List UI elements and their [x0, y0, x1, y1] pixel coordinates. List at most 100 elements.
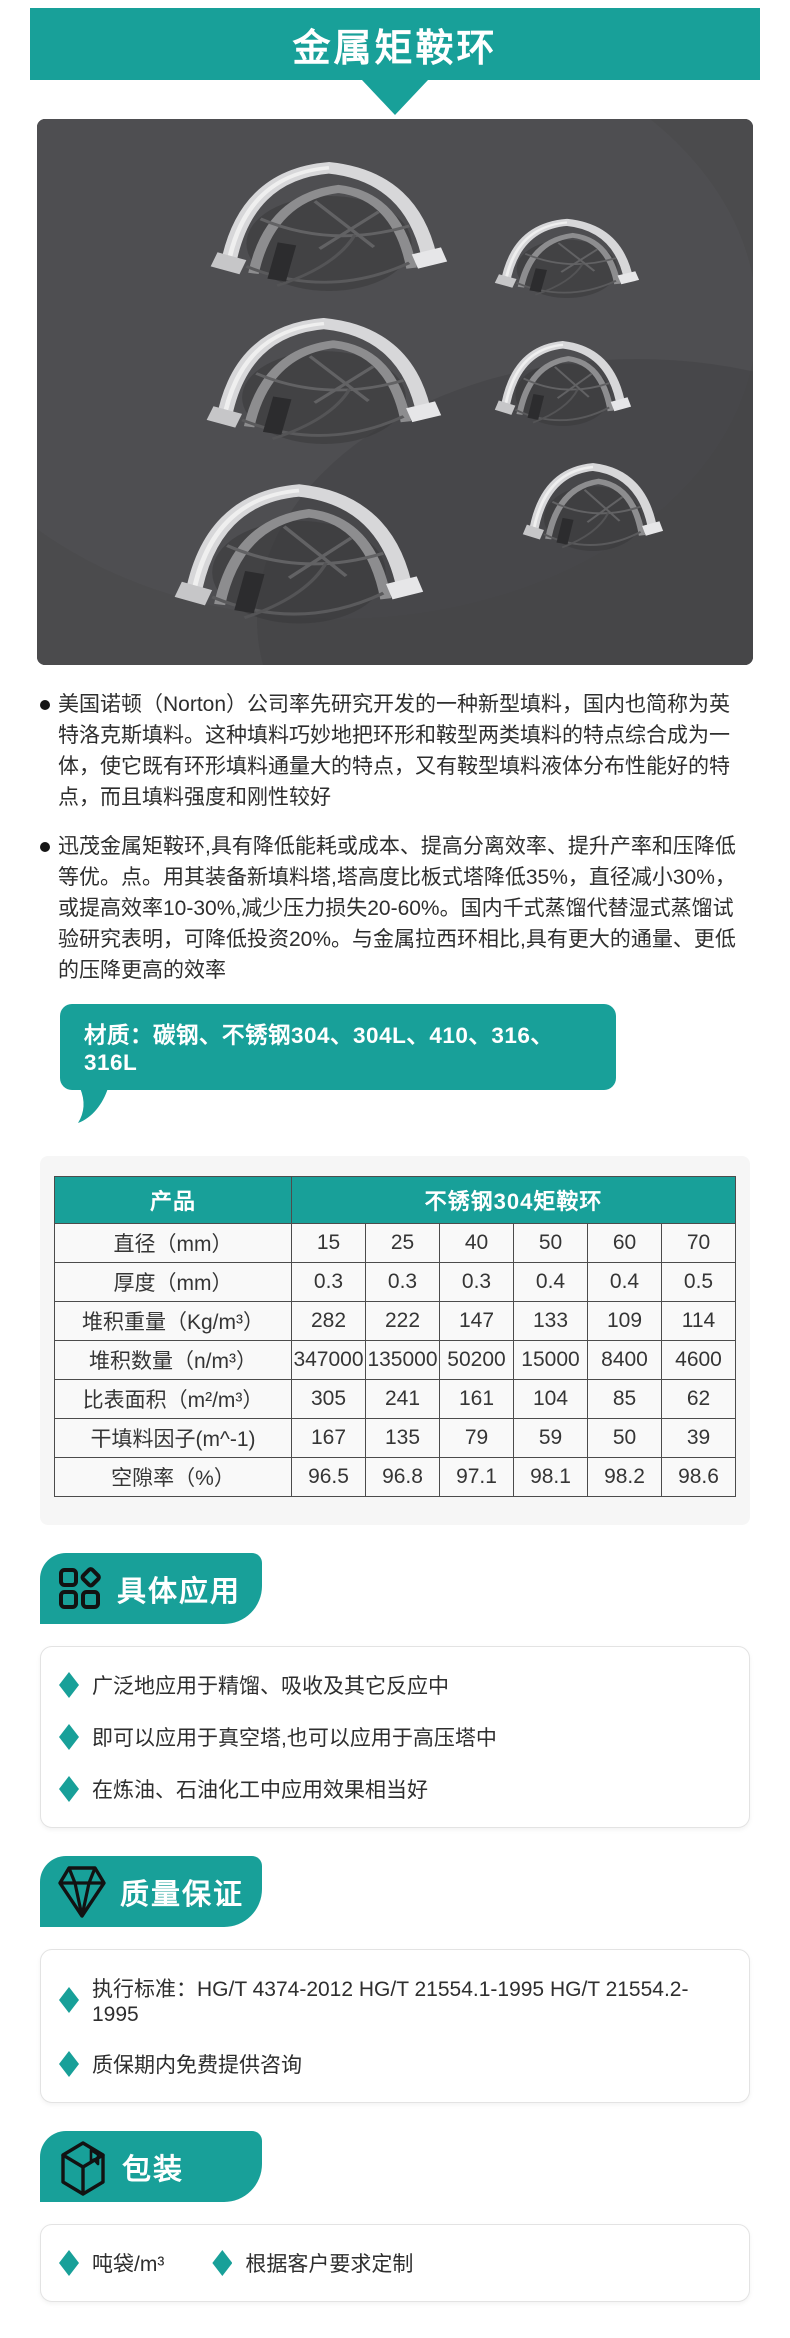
row-label: 干填料因子(m^-1) — [54, 1418, 292, 1458]
packaging-items-row: 吨袋/m³ 根据客户要求定制 — [59, 2237, 731, 2289]
row-label: 比表面积（m²/m³） — [54, 1379, 292, 1419]
box-icon — [57, 2138, 109, 2196]
cell: 98.6 — [661, 1457, 736, 1497]
cell: 282 — [291, 1301, 366, 1341]
cell: 0.4 — [587, 1262, 662, 1302]
list-item: 广泛地应用于精馏、吸收及其它反应中 — [59, 1659, 731, 1711]
diamond-bullet-icon — [59, 2250, 79, 2276]
diamond-bullet-icon — [59, 1724, 79, 1750]
list-item: 即可以应用于真空塔,也可以应用于高压塔中 — [59, 1711, 731, 1763]
cell: 104 — [513, 1379, 588, 1419]
cell: 347000 — [291, 1340, 366, 1380]
page-title: 金属矩鞍环 — [292, 27, 498, 70]
product-photo-illustration — [37, 119, 753, 665]
cell: 25 — [365, 1223, 440, 1263]
list-item: 吨袋/m³ — [59, 2237, 164, 2289]
cell: 15000 — [513, 1340, 588, 1380]
applications-card: 广泛地应用于精馏、吸收及其它反应中 即可以应用于真空塔,也可以应用于高压塔中 在… — [40, 1646, 750, 1828]
cell: 0.4 — [513, 1262, 588, 1302]
section-tab-packaging: 包装 — [40, 2131, 262, 2202]
cell: 109 — [587, 1301, 662, 1341]
cell: 50200 — [439, 1340, 514, 1380]
cell: 167 — [291, 1418, 366, 1458]
diamond-bullet-icon — [212, 2250, 233, 2276]
spec-col-product: 产品 — [54, 1176, 292, 1224]
diamond-bullet-icon — [59, 1776, 79, 1802]
section-title: 包装 — [122, 2153, 185, 2186]
cell: 79 — [439, 1418, 514, 1458]
cell: 98.2 — [587, 1457, 662, 1497]
cell: 98.1 — [513, 1457, 588, 1497]
spec-table-header-row: 产品 不锈钢304矩鞍环 — [54, 1176, 736, 1224]
intro-bullet-text: 美国诺顿（Norton）公司率先研究开发的一种新型填料，国内也简称为英特洛克斯填… — [58, 693, 731, 809]
table-row: 直径（mm） 15 25 40 50 60 70 — [54, 1223, 736, 1263]
cell: 147 — [439, 1301, 514, 1341]
material-banner-text: 材质：碳钢、不锈钢304、304L、410、316、316L — [60, 1004, 616, 1090]
table-row: 干填料因子(m^-1) 167 135 79 59 50 39 — [54, 1418, 736, 1458]
table-row: 堆积数量（n/m³） 347000 135000 50200 15000 840… — [54, 1340, 736, 1380]
cell: 96.5 — [291, 1457, 366, 1497]
cell: 96.8 — [365, 1457, 440, 1497]
list-item-text: 在炼油、石油化工中应用效果相当好 — [92, 1779, 428, 1802]
cell: 50 — [587, 1418, 662, 1458]
bullet-dot-icon — [40, 700, 50, 710]
intro-bullet-text: 迅茂金属矩鞍环,具有降低能耗或成本、提高分离效率、提升产率和压降低等优。点。用其… — [58, 835, 736, 982]
row-label: 堆积数量（n/m³） — [54, 1340, 292, 1380]
table-row: 空隙率（%） 96.5 96.8 97.1 98.1 98.2 98.6 — [54, 1457, 736, 1497]
section-title: 质量保证 — [120, 1878, 245, 1911]
table-row: 比表面积（m²/m³） 305 241 161 104 85 62 — [54, 1379, 736, 1419]
cell: 40 — [439, 1223, 514, 1263]
list-item-text: 吨袋/m³ — [92, 2253, 165, 2276]
cell: 4600 — [661, 1340, 736, 1380]
list-item-text: 执行标准：HG/T 4374-2012 HG/T 21554.1-1995 HG… — [92, 1978, 689, 2026]
cell: 222 — [365, 1301, 440, 1341]
intro-bullet: 迅茂金属矩鞍环,具有降低能耗或成本、提高分离效率、提升产率和压降低等优。点。用其… — [40, 831, 750, 986]
material-banner: 材质：碳钢、不锈钢304、304L、410、316、316L — [60, 1004, 616, 1124]
bottom-spacer — [0, 2302, 790, 2338]
row-label: 堆积重量（Kg/m³） — [54, 1301, 292, 1341]
list-item-text: 广泛地应用于精馏、吸收及其它反应中 — [92, 1675, 449, 1698]
cell: 60 — [587, 1223, 662, 1263]
cell: 135000 — [365, 1340, 440, 1380]
quality-card: 执行标准：HG/T 4374-2012 HG/T 21554.1-1995 HG… — [40, 1949, 750, 2103]
list-item: 根据客户要求定制 — [212, 2237, 413, 2289]
list-item-text: 即可以应用于真空塔,也可以应用于高压塔中 — [92, 1727, 497, 1750]
table-row: 堆积重量（Kg/m³） 282 222 147 133 109 114 — [54, 1301, 736, 1341]
cell: 0.3 — [291, 1262, 366, 1302]
section-tab-applications: 具体应用 — [40, 1553, 262, 1624]
list-item: 质保期内免费提供咨询 — [59, 2038, 731, 2090]
table-row: 厚度（mm） 0.3 0.3 0.3 0.4 0.4 0.5 — [54, 1262, 736, 1302]
cell: 0.5 — [661, 1262, 736, 1302]
spec-col-series: 不锈钢304矩鞍环 — [291, 1176, 736, 1224]
product-page: 金属矩鞍环 — [0, 8, 790, 2338]
list-item: 在炼油、石油化工中应用效果相当好 — [59, 1763, 731, 1815]
apps-icon — [57, 1565, 104, 1612]
cell: 133 — [513, 1301, 588, 1341]
list-item: 执行标准：HG/T 4374-2012 HG/T 21554.1-1995 HG… — [59, 1962, 731, 2038]
cell: 59 — [513, 1418, 588, 1458]
list-item-text: 根据客户要求定制 — [245, 2253, 414, 2276]
product-photo — [37, 119, 753, 665]
cell: 8400 — [587, 1340, 662, 1380]
section-tab-quality: 质量保证 — [40, 1856, 262, 1927]
cell: 70 — [661, 1223, 736, 1263]
packaging-card: 吨袋/m³ 根据客户要求定制 — [40, 2224, 750, 2302]
row-label: 空隙率（%） — [54, 1457, 292, 1497]
bullet-dot-icon — [40, 842, 50, 852]
cell: 305 — [291, 1379, 366, 1419]
material-banner-tail — [76, 1088, 616, 1124]
intro-section: 美国诺顿（Norton）公司率先研究开发的一种新型填料，国内也简称为英特洛克斯填… — [40, 689, 750, 986]
cell: 85 — [587, 1379, 662, 1419]
diamond-bullet-icon — [59, 1987, 79, 2013]
cell: 50 — [513, 1223, 588, 1263]
spec-table: 产品 不锈钢304矩鞍环 直径（mm） 15 25 40 50 60 70 厚度… — [54, 1176, 736, 1497]
gem-icon — [57, 1864, 107, 1920]
header-banner: 金属矩鞍环 — [30, 8, 760, 80]
row-label: 直径（mm） — [54, 1223, 292, 1263]
diamond-bullet-icon — [59, 1672, 79, 1698]
cell: 0.3 — [365, 1262, 440, 1302]
cell: 135 — [365, 1418, 440, 1458]
section-title: 具体应用 — [117, 1575, 242, 1608]
cell: 62 — [661, 1379, 736, 1419]
spec-table-card: 产品 不锈钢304矩鞍环 直径（mm） 15 25 40 50 60 70 厚度… — [40, 1156, 750, 1525]
